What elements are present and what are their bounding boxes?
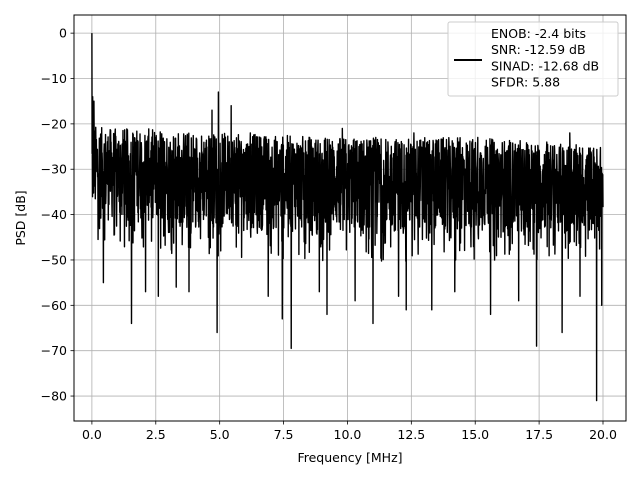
x-tick-label: 12.5 [397, 427, 425, 442]
x-axis-label: Frequency [MHz] [297, 450, 402, 465]
y-tick-label: −40 [41, 207, 67, 222]
legend: ENOB: -2.4 bits SNR: -12.59 dB SINAD: -1… [447, 21, 619, 97]
legend-box [447, 21, 619, 97]
legend-sfdr-text: SFDR: 5.88 [491, 75, 560, 90]
x-tick-label: 10.0 [334, 427, 362, 442]
x-tick-label: 5.0 [210, 427, 230, 442]
y-tick-label: −60 [41, 298, 67, 313]
y-tick-label: −70 [41, 343, 67, 358]
x-tick-label: 15.0 [461, 427, 489, 442]
x-tick-label: 20.0 [589, 427, 617, 442]
psd-trace-group [91, 33, 604, 402]
x-tick-label: 2.5 [146, 427, 166, 442]
plot-frame [73, 14, 627, 422]
psd-line [91, 33, 604, 402]
x-axis-ticks: 0.0 2.5 5.0 7.5 10.0 12.5 15.0 17.5 20.0 [82, 421, 617, 442]
legend-sinad-text: SINAD: -12.68 dB [491, 58, 599, 73]
y-tick-label: −10 [41, 71, 67, 86]
legend-snr-text: SNR: -12.59 dB [491, 42, 586, 57]
y-tick-label: −30 [41, 162, 67, 177]
legend-enob-text: ENOB: -2.4 bits [491, 26, 586, 41]
y-tick-label: 0 [59, 26, 67, 41]
y-axis-ticks: 0 −10 −20 −30 −40 −50 −60 −70 −80 [41, 26, 74, 404]
y-axis-label: PSD [dB] [13, 190, 28, 245]
x-tick-label: 17.5 [525, 427, 553, 442]
x-tick-label: 0.0 [82, 427, 102, 442]
y-tick-label: −80 [41, 389, 67, 404]
x-tick-label: 7.5 [274, 427, 294, 442]
y-tick-label: −50 [41, 252, 67, 267]
y-tick-label: −20 [41, 116, 67, 131]
